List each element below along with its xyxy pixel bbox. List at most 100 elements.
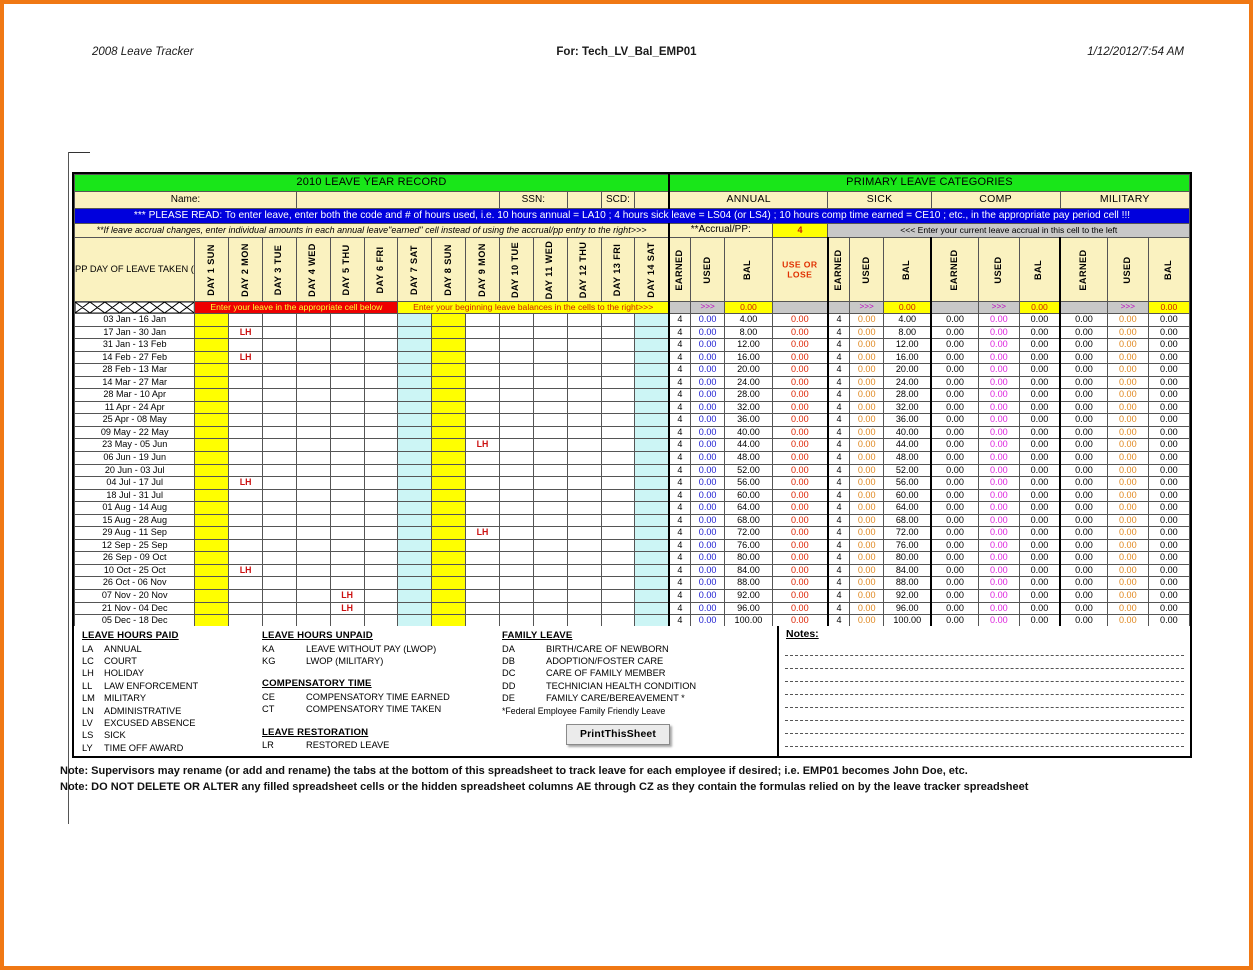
day-cell-3[interactable] <box>262 413 297 427</box>
day-cell-6[interactable] <box>363 513 399 528</box>
military-bal-cell[interactable]: 0.00 <box>1147 501 1191 515</box>
day-cell-2[interactable]: LH <box>228 350 264 365</box>
sick-bal-cell[interactable]: 32.00 <box>883 400 932 415</box>
day-cell-12[interactable] <box>566 526 602 540</box>
day-cell-8[interactable] <box>431 601 467 616</box>
comp-earned-cell[interactable]: 0.00 <box>930 400 979 415</box>
annual-use-or-lose-cell[interactable]: 0.00 <box>771 451 829 465</box>
annual-use-or-lose-cell[interactable]: 0.00 <box>771 350 829 365</box>
note-line[interactable] <box>785 643 1184 656</box>
sick-used-cell[interactable]: 0.00 <box>848 513 885 528</box>
day-cell-12[interactable] <box>566 488 602 503</box>
comp-earned-cell[interactable]: 0.00 <box>930 601 979 616</box>
day-cell-8[interactable] <box>431 313 467 327</box>
day-cell-1[interactable] <box>194 325 230 340</box>
annual-use-or-lose-cell[interactable]: 0.00 <box>771 313 829 327</box>
military-earned-cell[interactable]: 0.00 <box>1059 400 1108 415</box>
comp-bal-cell[interactable]: 0.00 <box>1018 589 1061 603</box>
day-cell-7[interactable] <box>397 400 433 415</box>
day-cell-2[interactable] <box>228 338 264 352</box>
day-cell-1[interactable] <box>194 526 230 540</box>
day-cell-9[interactable] <box>465 513 500 528</box>
day-cell-2[interactable] <box>228 526 264 540</box>
military-bal-cell[interactable]: 0.00 <box>1147 488 1191 503</box>
day-cell-9[interactable] <box>465 538 500 553</box>
annual-used-cell[interactable]: 0.00 <box>689 576 726 591</box>
military-used-cell[interactable]: 0.00 <box>1106 400 1149 415</box>
annual-earned-cell[interactable]: 4 <box>667 350 691 365</box>
sick-bal-cell[interactable]: 16.00 <box>883 350 932 365</box>
annual-bal-cell[interactable]: 32.00 <box>724 400 773 415</box>
day-cell-13[interactable] <box>600 526 636 540</box>
sick-bal-cell[interactable]: 20.00 <box>883 363 932 377</box>
military-earned-cell[interactable]: 0.00 <box>1059 438 1108 452</box>
military-bal-begin[interactable]: 0.00 <box>1147 301 1191 314</box>
military-bal-cell[interactable]: 0.00 <box>1147 400 1191 415</box>
day-cell-8[interactable] <box>431 425 467 440</box>
military-bal-cell[interactable]: 0.00 <box>1147 601 1191 616</box>
annual-use-or-lose-cell[interactable]: 0.00 <box>771 563 829 578</box>
comp-bal-cell[interactable]: 0.00 <box>1018 463 1061 478</box>
day-cell-8[interactable] <box>431 388 467 402</box>
day-cell-1[interactable] <box>194 601 230 616</box>
day-cell-4[interactable] <box>295 463 331 478</box>
annual-bal-cell[interactable]: 96.00 <box>724 601 773 616</box>
annual-bal-cell[interactable]: 92.00 <box>724 589 773 603</box>
day-cell-3[interactable] <box>262 451 297 465</box>
military-earned-cell[interactable]: 0.00 <box>1059 388 1108 402</box>
annual-use-or-lose-cell[interactable]: 0.00 <box>771 513 829 528</box>
annual-earned-cell[interactable]: 4 <box>667 363 691 377</box>
comp-bal-cell[interactable]: 0.00 <box>1018 476 1061 490</box>
day-cell-10[interactable] <box>498 551 534 565</box>
day-cell-10[interactable] <box>498 513 534 528</box>
sick-earned-cell[interactable]: 4 <box>826 375 850 390</box>
day-cell-10[interactable] <box>498 350 534 365</box>
sick-used-cell[interactable]: 0.00 <box>848 313 885 327</box>
military-earned-cell[interactable]: 0.00 <box>1059 526 1108 540</box>
sick-earned-cell[interactable]: 4 <box>826 488 850 503</box>
accrual-pp-value[interactable]: 4 <box>771 223 829 238</box>
comp-used-cell[interactable]: 0.00 <box>977 501 1020 515</box>
day-cell-14[interactable] <box>634 325 670 340</box>
sick-bal-cell[interactable]: 80.00 <box>883 551 932 565</box>
sick-earned-cell[interactable]: 4 <box>826 614 850 628</box>
military-used-cell[interactable]: 0.00 <box>1106 614 1149 628</box>
day-cell-8[interactable] <box>431 350 467 365</box>
day-cell-10[interactable] <box>498 576 534 591</box>
day-cell-9[interactable] <box>465 501 500 515</box>
day-cell-3[interactable] <box>262 325 297 340</box>
day-cell-3[interactable] <box>262 526 297 540</box>
annual-use-or-lose-cell[interactable]: 0.00 <box>771 388 829 402</box>
day-cell-6[interactable] <box>363 589 399 603</box>
day-cell-7[interactable] <box>397 350 433 365</box>
comp-bal-cell[interactable]: 0.00 <box>1018 325 1061 340</box>
day-cell-10[interactable] <box>498 476 534 490</box>
day-cell-5[interactable] <box>329 363 365 377</box>
day-cell-7[interactable] <box>397 388 433 402</box>
annual-use-or-lose-cell[interactable]: 0.00 <box>771 576 829 591</box>
annual-bal-cell[interactable]: 60.00 <box>724 488 773 503</box>
sick-used-cell[interactable]: 0.00 <box>848 438 885 452</box>
day-cell-12[interactable] <box>566 614 602 628</box>
day-cell-2[interactable] <box>228 413 264 427</box>
military-used-cell[interactable]: 0.00 <box>1106 413 1149 427</box>
comp-used-cell[interactable]: 0.00 <box>977 438 1020 452</box>
day-cell-1[interactable] <box>194 501 230 515</box>
annual-used-cell[interactable]: 0.00 <box>689 488 726 503</box>
annual-earned-cell[interactable]: 4 <box>667 576 691 591</box>
sick-bal-cell[interactable]: 36.00 <box>883 413 932 427</box>
sick-bal-cell[interactable]: 68.00 <box>883 513 932 528</box>
day-cell-14[interactable] <box>634 350 670 365</box>
notes-lines[interactable] <box>785 643 1184 747</box>
sick-bal-cell[interactable]: 84.00 <box>883 563 932 578</box>
day-cell-2[interactable]: LH <box>228 476 264 490</box>
comp-earned-cell[interactable]: 0.00 <box>930 488 979 503</box>
sick-used-cell[interactable]: 0.00 <box>848 601 885 616</box>
day-cell-3[interactable] <box>262 375 297 390</box>
annual-use-or-lose-cell[interactable]: 0.00 <box>771 538 829 553</box>
day-cell-5[interactable] <box>329 513 365 528</box>
day-cell-10[interactable] <box>498 400 534 415</box>
day-cell-10[interactable] <box>498 501 534 515</box>
military-used-cell[interactable]: 0.00 <box>1106 438 1149 452</box>
annual-bal-cell[interactable]: 28.00 <box>724 388 773 402</box>
